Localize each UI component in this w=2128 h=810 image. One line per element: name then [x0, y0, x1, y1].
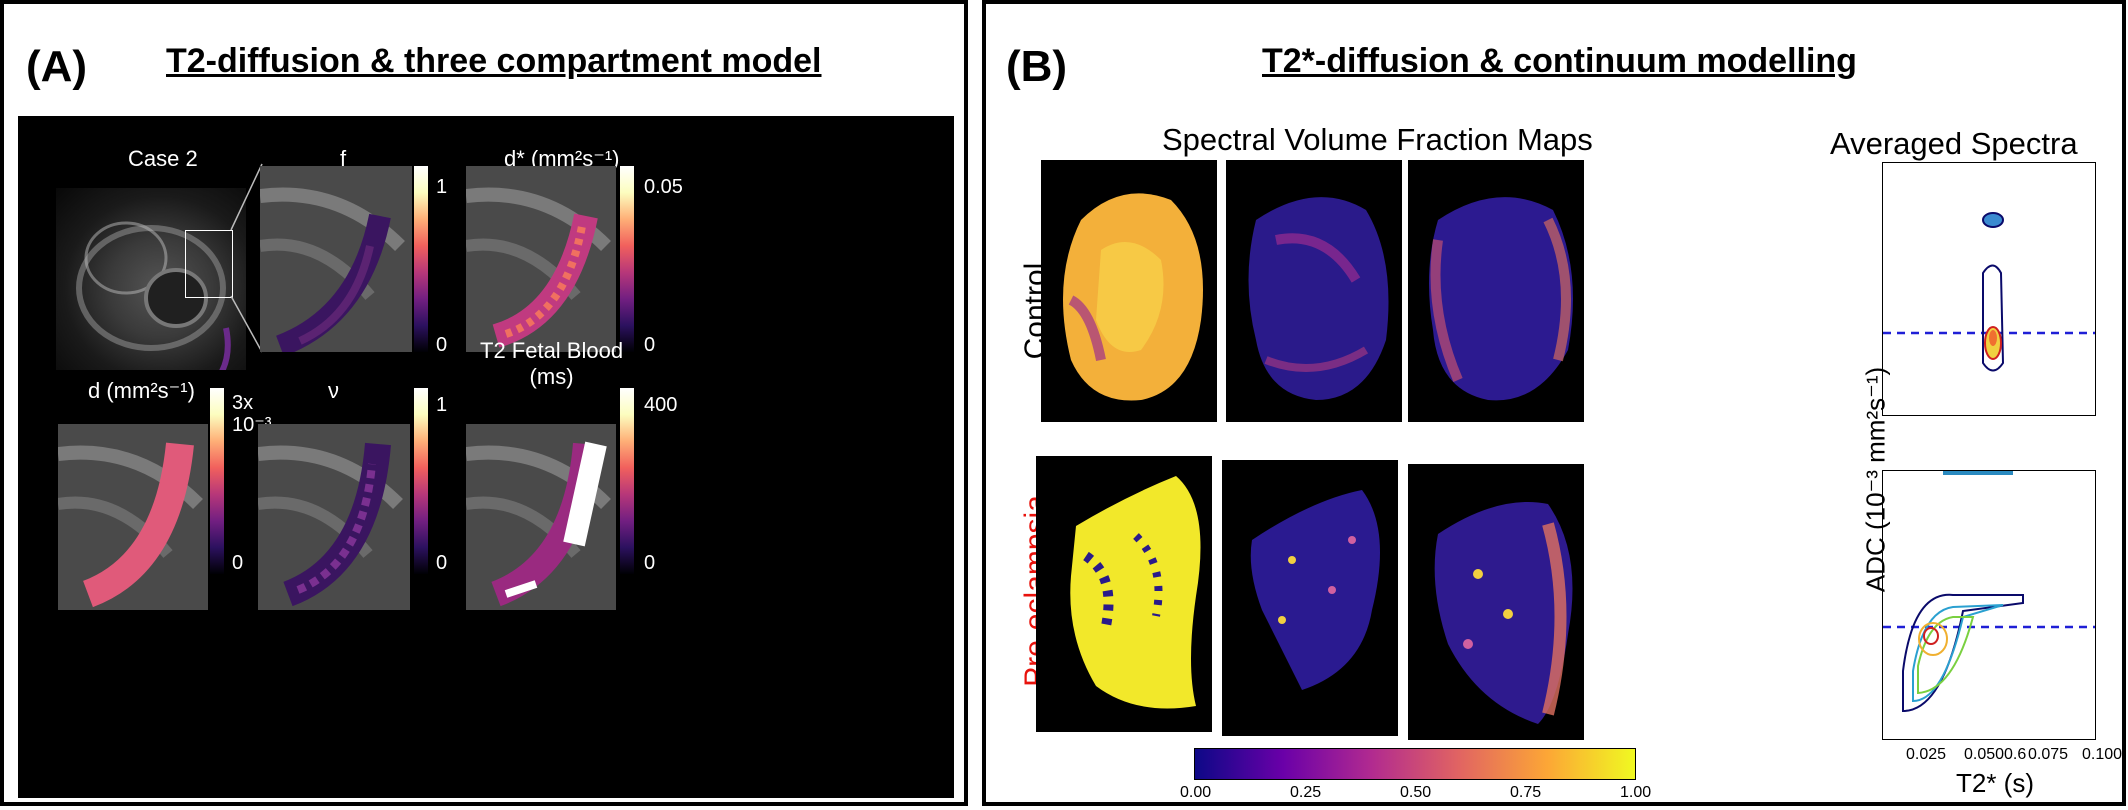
map-dstar-colorbar — [620, 166, 634, 352]
map-nu-label: ν — [328, 378, 339, 403]
map-d-label: d (mm²s⁻¹) — [88, 378, 195, 403]
map-d-cbar-min: 0 — [232, 552, 244, 574]
panel-a: (A) T2-diffusion & three compartment mod… — [0, 0, 968, 806]
panel-b: (B) T2*-diffusion & continuum modelling … — [982, 0, 2126, 806]
map-nu-image — [258, 424, 410, 610]
panel-b-title: T2*-diffusion & continuum modelling — [1262, 42, 1857, 80]
case-overview-image — [56, 188, 246, 370]
map-t2-cbar-min: 0 — [644, 552, 656, 574]
spectra-xtick-1: 0.025 — [1906, 746, 1947, 763]
preeclampsia-map-2 — [1222, 460, 1398, 736]
spectra-xlabel: T2* (s) — [1956, 768, 2034, 798]
panel-a-title: T2-diffusion & three compartment model — [166, 42, 822, 80]
bottom-colorbar — [1194, 748, 1636, 780]
spectra-xtick-4: 0.100 — [2082, 746, 2123, 763]
control-map-2 — [1226, 160, 1402, 422]
map-d-image — [58, 424, 208, 610]
cbar-tick-3: 0.75 — [1510, 784, 1542, 801]
zoom-lines — [230, 163, 263, 353]
maps-title: Spectral Volume Fraction Maps — [1162, 122, 1593, 157]
map-nu-cbar-max: 1 — [436, 394, 448, 416]
map-t2-colorbar — [620, 388, 634, 574]
spectra-xtick-2: 0.050 — [1964, 746, 2005, 763]
cbar-tick-2: 0.50 — [1400, 784, 1432, 801]
map-f-image — [260, 166, 412, 352]
case-label: Case 2 — [128, 146, 198, 171]
spectra-plot-preeclampsia — [1882, 470, 2096, 740]
map-dstar-image — [466, 166, 616, 352]
spectra-xtick-3: 0.075 — [2028, 746, 2069, 763]
panel-a-letter: (A) — [26, 42, 88, 91]
preeclampsia-map-1 — [1036, 456, 1212, 732]
spectra-ylabel: ADC (10⁻³ mm²s⁻¹) — [1860, 366, 1891, 593]
preeclampsia-map-3 — [1408, 464, 1584, 740]
map-t2-cbar-max: 400 — [644, 394, 678, 416]
cbar-tick-1: 0.25 — [1290, 784, 1322, 801]
map-f-label: f — [340, 146, 347, 171]
cbar-tick-0: 0.00 — [1180, 784, 1212, 801]
control-map-3 — [1408, 160, 1584, 422]
zoom-region-box — [185, 230, 233, 298]
map-d-colorbar — [210, 388, 224, 574]
control-map-1 — [1041, 160, 1217, 422]
map-dstar-cbar-max: 0.05 — [644, 176, 683, 198]
map-f-cbar-min: 0 — [436, 334, 448, 356]
spectra-xtick-overlap: 0.6 — [2004, 746, 2027, 763]
spectra-plot-control — [1882, 162, 2096, 416]
cbar-tick-4: 1.00 — [1620, 784, 1652, 801]
map-f-colorbar — [414, 166, 428, 352]
panel-b-letter: (B) — [1006, 42, 1068, 91]
spectra-title: Averaged Spectra — [1830, 126, 2078, 161]
map-nu-colorbar — [414, 388, 428, 574]
panel-a-image-area: Case 2 f 1 0 — [18, 116, 954, 798]
map-dstar-cbar-min: 0 — [644, 334, 656, 356]
map-t2-label: T2 Fetal Blood (ms) — [480, 338, 624, 389]
map-t2-image — [466, 424, 616, 610]
map-nu-cbar-min: 0 — [436, 552, 448, 574]
map-f-cbar-max: 1 — [436, 176, 448, 198]
